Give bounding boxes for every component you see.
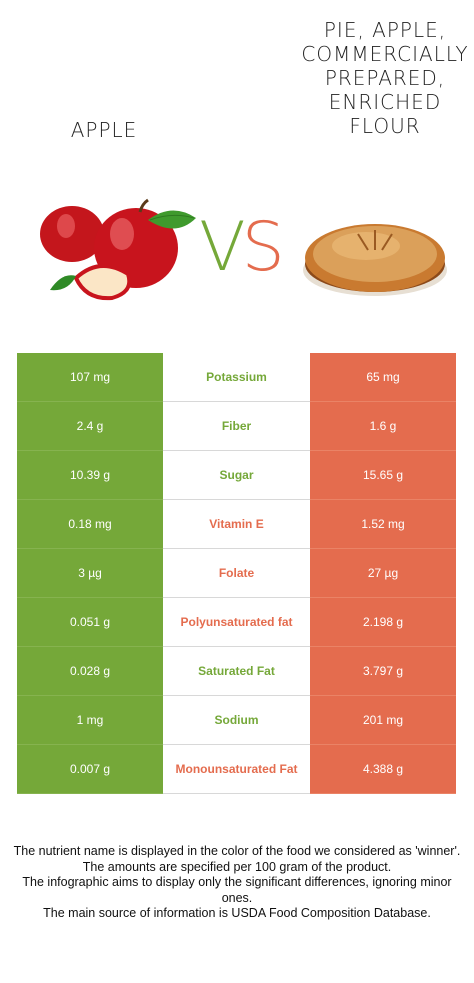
pie-value: 3.797 g xyxy=(310,647,456,696)
versus-v: V xyxy=(199,208,245,287)
apple-value: 0.028 g xyxy=(17,647,163,696)
nutrient-name: Potassium xyxy=(163,353,310,402)
versus-label: VS xyxy=(190,208,290,288)
apple-value: 2.4 g xyxy=(17,402,163,451)
apple-value: 0.051 g xyxy=(17,598,163,647)
nutrient-name: Saturated Fat xyxy=(163,647,310,696)
nutrient-name: Sodium xyxy=(163,696,310,745)
footnote-line: The nutrient name is displayed in the co… xyxy=(13,844,461,858)
apple-value: 1 mg xyxy=(17,696,163,745)
table-row: 0.028 g Saturated Fat 3.797 g xyxy=(0,647,474,696)
footnote: The nutrient name is displayed in the co… xyxy=(10,844,464,922)
table-row: 10.39 g Sugar 15.65 g xyxy=(0,451,474,500)
nutrient-name: Sugar xyxy=(163,451,310,500)
nutrient-name: Fiber xyxy=(163,402,310,451)
footnote-line: The infographic aims to display only the… xyxy=(22,875,452,905)
footnote-line: The amounts are specified per 100 gram o… xyxy=(82,859,392,874)
nutrient-name: Monounsaturated Fat xyxy=(163,745,310,794)
left-food-title: Apple xyxy=(70,118,138,142)
apple-value: 10.39 g xyxy=(17,451,163,500)
table-row: 107 mg Potassium 65 mg xyxy=(0,353,474,402)
pie-value: 65 mg xyxy=(310,353,456,402)
table-row: 0.051 g Polyunsaturated fat 2.198 g xyxy=(0,598,474,647)
apple-image xyxy=(40,198,196,301)
nutrient-name: Polyunsaturated fat xyxy=(163,598,310,647)
nutrient-name: Vitamin E xyxy=(163,500,310,549)
table-row: 0.18 mg Vitamin E 1.52 mg xyxy=(0,500,474,549)
pie-value: 201 mg xyxy=(310,696,456,745)
versus-s: S xyxy=(241,208,285,287)
nutrient-name: Folate xyxy=(163,549,310,598)
pie-value: 1.6 g xyxy=(310,402,456,451)
pie-value: 2.198 g xyxy=(310,598,456,647)
table-row: 3 µg Folate 27 µg xyxy=(0,549,474,598)
pie-image xyxy=(303,224,447,296)
right-food-title: Pie, apple, commercially prepared, enric… xyxy=(301,18,469,138)
table-row: 2.4 g Fiber 1.6 g xyxy=(0,402,474,451)
pie-value: 27 µg xyxy=(310,549,456,598)
table-row: 0.007 g Monounsaturated Fat 4.388 g xyxy=(0,745,474,794)
pie-value: 15.65 g xyxy=(310,451,456,500)
footnote-line: The main source of information is USDA F… xyxy=(43,906,431,920)
apple-value: 107 mg xyxy=(17,353,163,402)
pie-value: 1.52 mg xyxy=(310,500,456,549)
apple-value: 3 µg xyxy=(17,549,163,598)
table-row: 1 mg Sodium 201 mg xyxy=(0,696,474,745)
pie-value: 4.388 g xyxy=(310,745,456,794)
apple-value: 0.18 mg xyxy=(17,500,163,549)
apple-value: 0.007 g xyxy=(17,745,163,794)
